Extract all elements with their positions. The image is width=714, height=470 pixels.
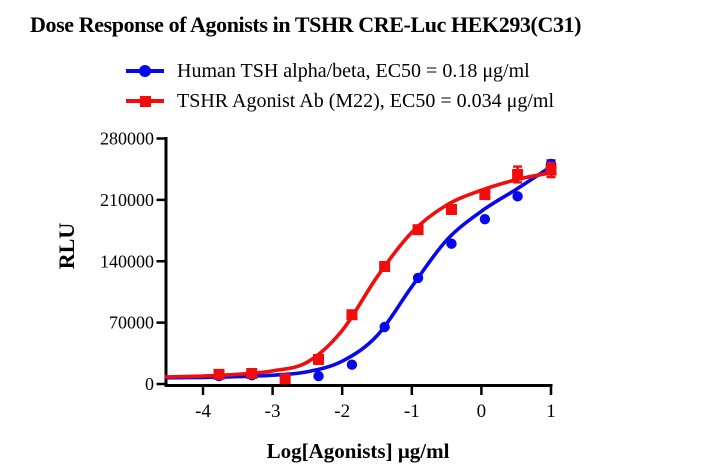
- data-point-square: [313, 353, 325, 365]
- data-point-square: [246, 367, 258, 379]
- x-axis-title: Log[Agonists] μg/ml: [267, 439, 450, 463]
- data-point-square: [213, 368, 225, 380]
- page-title: Dose Response of Agonists in TSHR CRE-Lu…: [30, 12, 582, 37]
- data-point-circle: [479, 213, 491, 225]
- blue-circle-marker-icon: [126, 64, 164, 78]
- legend-row-m22: TSHR Agonist Ab (M22), EC50 = 0.034 μg/m…: [126, 86, 554, 116]
- x-tick-label: -3: [265, 401, 281, 422]
- data-point-square: [379, 261, 391, 273]
- x-tick-label: -1: [404, 401, 420, 422]
- data-point-circle: [512, 191, 523, 202]
- x-tick-label: 1: [546, 401, 556, 422]
- red-square-marker-icon: [126, 94, 164, 108]
- chart-legend: Human TSH alpha/beta, EC50 = 0.18 μg/ml …: [126, 56, 554, 116]
- data-point-circle: [313, 370, 324, 382]
- legend-label-tsh: Human TSH alpha/beta, EC50 = 0.18 μg/ml: [177, 59, 530, 82]
- x-tick-label: -2: [334, 401, 350, 422]
- data-point-square: [512, 168, 524, 180]
- series-fit-curve: [164, 164, 553, 380]
- data-point-circle: [412, 272, 424, 284]
- data-point-square: [545, 164, 557, 176]
- y-tick-label: 140000: [100, 251, 154, 271]
- red-square-glyph: [140, 96, 151, 107]
- data-point-circle: [446, 238, 457, 249]
- data-point-circle: [379, 321, 390, 333]
- data-point-square: [479, 189, 491, 201]
- x-tick-label: -4: [195, 401, 211, 422]
- data-point-square: [346, 309, 358, 321]
- x-tick-label: 0: [477, 401, 487, 422]
- blue-circle-glyph: [139, 65, 151, 77]
- data-point-circle: [346, 359, 358, 370]
- y-tick-label: 0: [145, 374, 154, 394]
- data-point-square: [412, 224, 424, 236]
- legend-label-m22: TSHR Agonist Ab (M22), EC50 = 0.034 μg/m…: [177, 89, 555, 112]
- y-tick-label: 210000: [100, 190, 154, 210]
- data-point-square: [445, 204, 457, 216]
- y-axis-title: RLU: [54, 223, 79, 270]
- y-tick-label: 280000: [100, 129, 154, 149]
- y-tick-label: 70000: [109, 313, 154, 333]
- data-point-square: [279, 373, 291, 385]
- legend-row-tsh: Human TSH alpha/beta, EC50 = 0.18 μg/ml: [126, 56, 554, 86]
